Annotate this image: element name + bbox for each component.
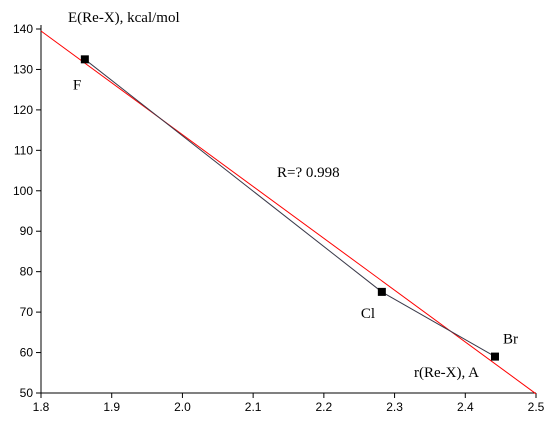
fit-line-group: [40, 30, 537, 395]
x-axis-ticks: 1.8 1.9 2.0 2.1 2.2 2.3 2.4 2.5: [33, 393, 545, 414]
x-tick-label: 1.9: [103, 400, 120, 414]
data-point-marker: [377, 287, 386, 296]
fit-line: [40, 30, 537, 395]
y-tick-label: 60: [20, 346, 34, 360]
x-axis-title: r(Re-X), A: [414, 365, 479, 381]
x-tick-label: 2.4: [457, 400, 474, 414]
y-tick-label: 120: [13, 103, 33, 117]
y-tick-label: 70: [20, 305, 34, 319]
correlation-annotation: R=? 0.998: [277, 165, 340, 181]
data-point-marker: [490, 352, 499, 361]
x-tick-label: 2.2: [316, 400, 333, 414]
data-point-marker: [80, 55, 89, 64]
point-labels: F Cl Br: [73, 77, 518, 347]
series-line: [84, 58, 496, 358]
point-label: Br: [503, 332, 518, 348]
point-label: Cl: [361, 306, 375, 322]
axes: [40, 25, 536, 394]
x-tick-label: 2.5: [528, 400, 545, 414]
x-tick-label: 2.0: [174, 400, 191, 414]
y-tick-label: 50: [20, 386, 34, 400]
point-label: F: [73, 77, 81, 93]
y-axis-title: E(Re-X), kcal/mol: [68, 10, 180, 26]
y-tick-label: 90: [20, 224, 34, 238]
x-tick-label: 2.1: [245, 400, 262, 414]
y-axis-ticks: 50 60 70 80 90 100 110 120 130 140: [13, 22, 41, 400]
series-group: [84, 58, 496, 358]
x-tick-label: 1.8: [33, 400, 50, 414]
x-tick-label: 2.3: [386, 400, 403, 414]
y-tick-label: 110: [14, 143, 33, 157]
y-tick-label: 80: [20, 265, 34, 279]
y-tick-label: 140: [13, 22, 33, 36]
marker-group: [80, 55, 499, 361]
y-tick-label: 130: [13, 62, 33, 76]
y-tick-label: 100: [13, 184, 33, 198]
